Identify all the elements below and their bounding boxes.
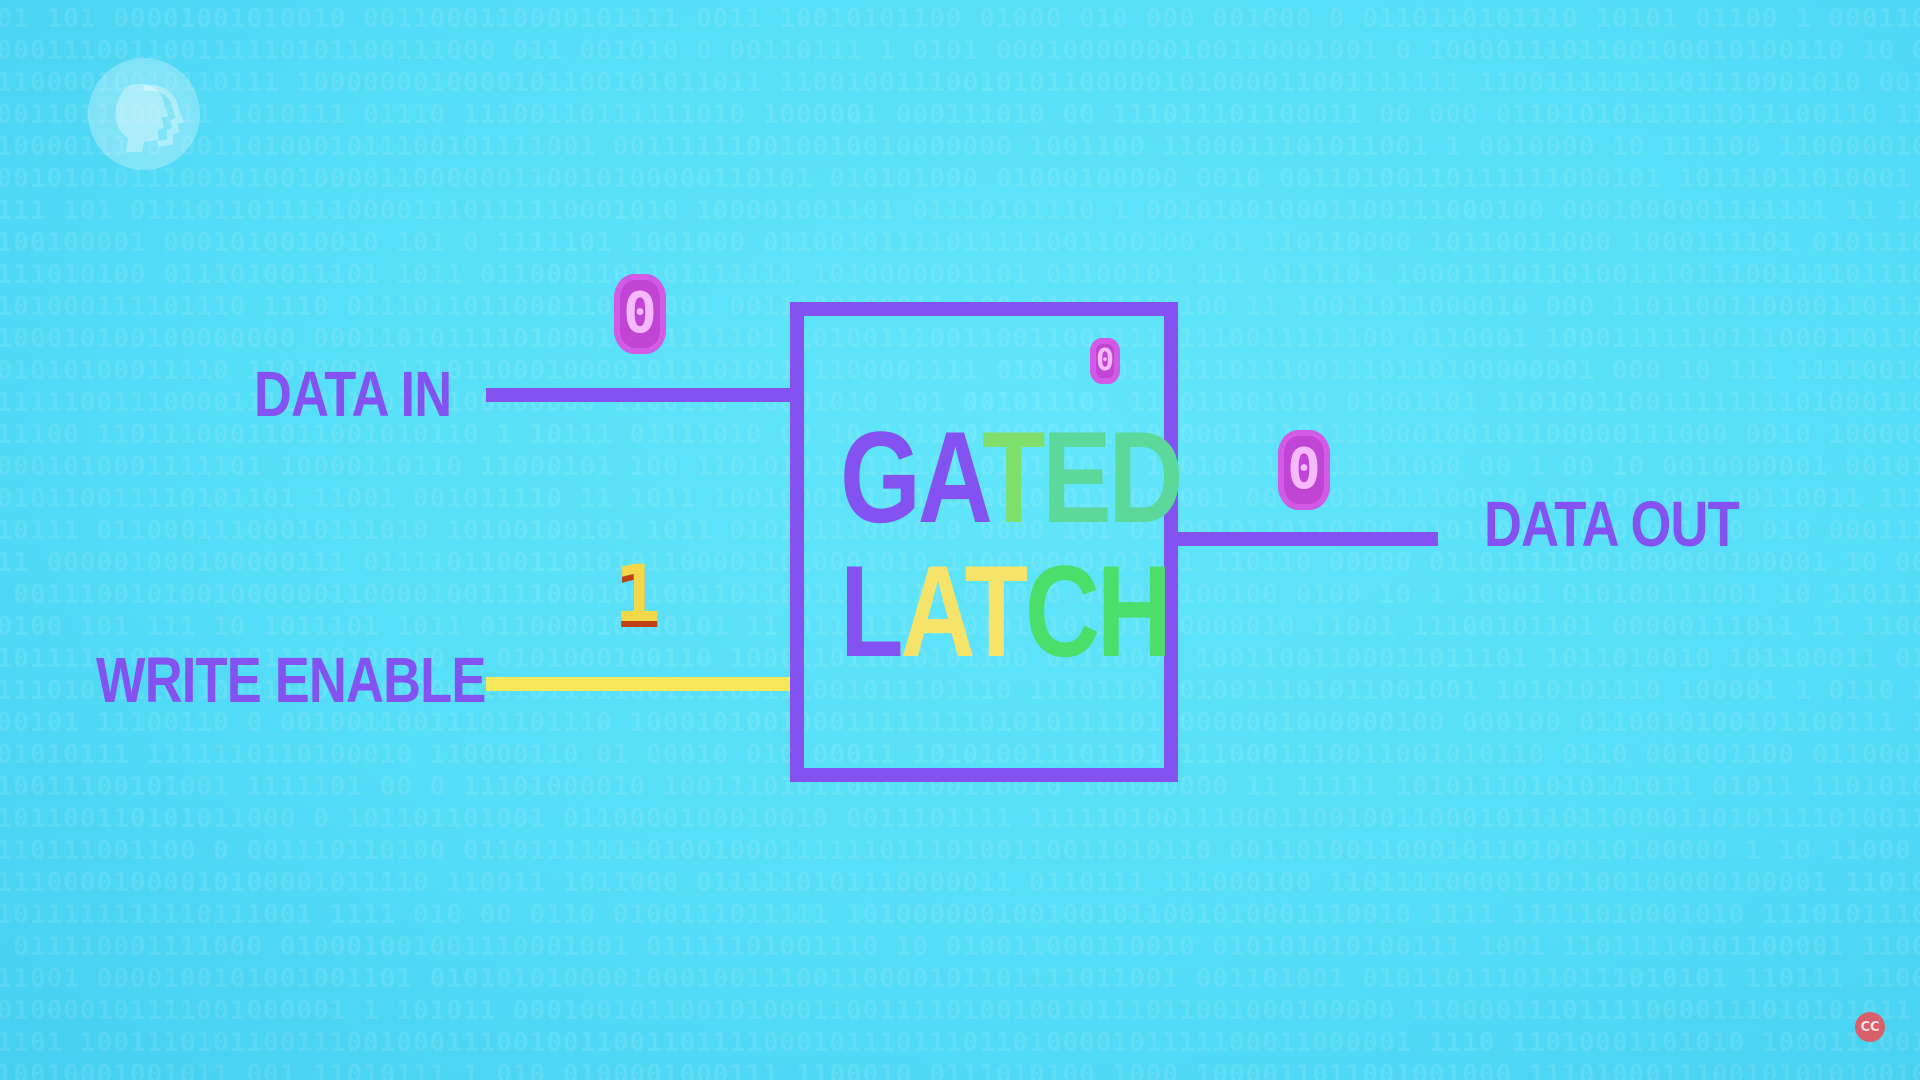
binary-row: 0 011110001111000 010001001001110001001 … [0, 932, 1920, 962]
latch-title-line1: GATED [840, 404, 1184, 550]
binary-row: 00100 101 111 10 1011101 1011 0110000100… [0, 612, 1920, 642]
latch-title-line2: LATCH [840, 538, 1172, 684]
binary-row: 101010111 1111110110100010 110000110 01 … [0, 740, 1920, 770]
binary-row: 00011011100011 1010111 01110 11100110111… [0, 100, 1920, 130]
binary-row: 1 00111001010010000001100001001111000100… [0, 580, 1920, 610]
binary-row: 0001010101110010100100001100000011001010… [0, 164, 1920, 194]
gated-latch-box: GATED LATCH [790, 302, 1184, 782]
binary-row: 011001 0000100101001001101 0101010100001… [0, 964, 1920, 994]
binary-row: 01011111111110111001 1111 010 00 0110 01… [0, 900, 1920, 930]
binary-row: 1101100110101011000 0 101101101001 01100… [0, 804, 1920, 834]
latch-state-bit: 0 [1090, 338, 1120, 384]
binary-row: 0010110011110101101 11001 001011110 11 1… [0, 484, 1920, 514]
binary-row: 001010100011110 11010000 111011000100001… [0, 356, 1920, 386]
data-out-label: DATA OUT [1484, 488, 1740, 560]
data-in-wire [486, 388, 790, 402]
binary-row: 10001010001111101 10000110110 11000101 1… [0, 452, 1920, 482]
data-out-bit: 0 [1278, 430, 1330, 510]
binary-row: 1111110011100001111100100100100000000 11… [0, 388, 1920, 418]
binary-row: 1100100001 0001010010010 101 0 1111101 1… [0, 228, 1920, 258]
binary-row: 1100010100100000000 000110101111010001 1… [0, 324, 1920, 354]
binary-row: 000101 11100110 0 00100110011101101110 1… [0, 708, 1920, 738]
binary-row: 101 101 00001001010010 00110001100001011… [0, 4, 1920, 34]
binary-row: 010111 01100011100010111010 10100100101 … [0, 516, 1920, 546]
binary-row: 010010001001011 001 11010111 1 010 01000… [0, 1060, 1920, 1080]
data-out-wire [1164, 532, 1438, 546]
binary-row: 0000111001100111110101100111000 011 0010… [0, 36, 1920, 66]
binary-row: 111 000001000100000111 01111011001101010… [0, 548, 1920, 578]
write-enable-bit: 1 [614, 550, 661, 640]
binary-row: 1010000101111001000001 1 101011 00010010… [0, 996, 1920, 1026]
binary-row: 0101111010011001011100100000 1 010100010… [0, 644, 1920, 674]
binary-row: 11101 1001110101100111001000111001001100… [0, 1028, 1920, 1058]
pbs-logo-icon [88, 58, 200, 170]
binary-row: 011100001000010100001011110 110011 10110… [0, 868, 1920, 898]
closed-captions-icon[interactable]: CC [1855, 1012, 1885, 1042]
binary-row: 0111010100 0111010011101 1011 0110001101… [0, 260, 1920, 290]
write-enable-wire [486, 677, 790, 691]
binary-row: 110000111 0 0011010001011100101111001 00… [0, 132, 1920, 162]
binary-row: 0111010111100100011000 00000011010111110… [0, 676, 1920, 706]
binary-row: 0111 101 0111011011111000011101111100010… [0, 196, 1920, 226]
binary-row: 111000010010110111 100000001000010110010… [0, 68, 1920, 98]
binary-row: 1110111001100 0 001110110100 01101111111… [0, 836, 1920, 866]
data-in-label: DATA IN [254, 358, 452, 430]
data-in-bit: 0 [614, 274, 666, 354]
binary-row: 111100 11011100011011001010110 1 10111 0… [0, 420, 1920, 450]
write-enable-label: WRITE ENABLE [96, 644, 486, 716]
